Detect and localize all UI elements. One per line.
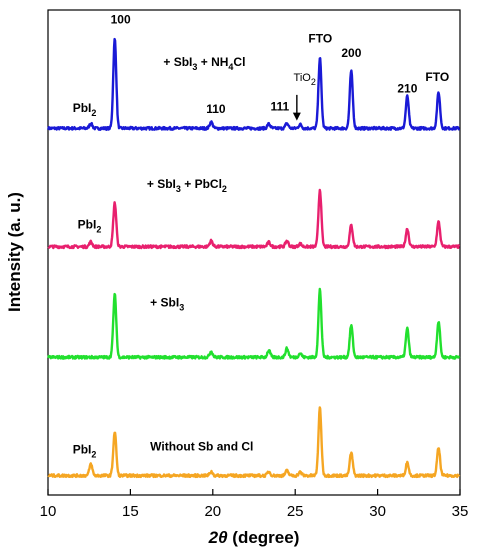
annotation-orange-pbi2: PbI2 [73, 442, 97, 459]
x-tick-label: 20 [204, 503, 221, 520]
annotation-blue-label: + SbI3 + NH4Cl [163, 55, 245, 72]
annotation-blue-210: 210 [397, 81, 417, 95]
series-line-4 [47, 406, 461, 479]
traces [47, 37, 461, 479]
x-axis-label: 2θ (degree) [208, 528, 300, 547]
series-line-2 [47, 188, 461, 250]
y-axis-label: Intensity (a. u.) [5, 192, 24, 312]
annotation-blue-100: 100 [111, 13, 131, 27]
annotation-blue-pbi2: PbI2 [73, 101, 97, 118]
annotation-blue-111: 111 [270, 99, 289, 113]
annotation-blue-200: 200 [341, 46, 361, 60]
x-ticks: 10 15 20 25 30 35 [40, 489, 469, 520]
tio2-arrow-head [292, 112, 301, 121]
annotation-green-label: + SbI3 [150, 295, 184, 312]
x-tick-label: 15 [122, 503, 139, 520]
annotation-blue-fto1: FTO [308, 31, 332, 45]
annotation-red-pbi2: PbI2 [78, 217, 102, 234]
series-line-1 [47, 37, 461, 131]
annotations: + SbI3 + NH4Cl PbI2 100 110 111 FTO 200 210 FTO +… [73, 13, 449, 460]
annotation-tio2: TiO2 [294, 72, 316, 87]
x-tick-label: 10 [40, 503, 57, 520]
x-tick-label: 25 [287, 503, 304, 520]
series-line-3 [47, 287, 461, 360]
annotation-orange-label: Without Sb and Cl [150, 439, 253, 453]
x-tick-label: 30 [369, 503, 386, 520]
annotation-red-label: + SbI3 + PbCl2 [147, 177, 227, 194]
plot-frame [47, 9, 461, 496]
x-tick-label: 35 [452, 503, 469, 520]
annotation-blue-110: 110 [206, 102, 226, 116]
annotation-blue-fto2: FTO [425, 70, 449, 84]
